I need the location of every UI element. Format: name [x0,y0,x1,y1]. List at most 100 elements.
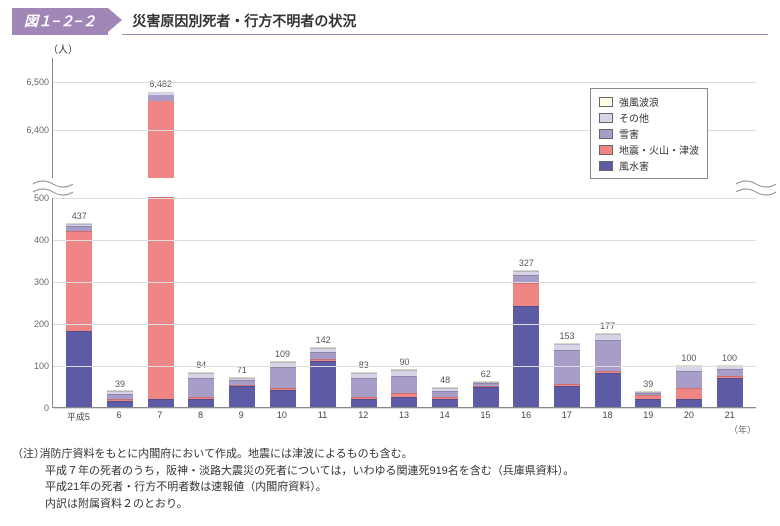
bar-segment [66,231,92,332]
bar [595,333,621,407]
bar-segment [676,388,702,399]
bar-value-label: 100 [669,353,710,363]
bar-slot: 327 [506,198,547,407]
chart-wrapper: 6,482 6,4006,500 43739847110914283904862… [12,58,768,408]
legend-row: 風水害 [599,158,699,173]
bar-slot: 71 [222,198,263,407]
bar-slot-upper [425,58,466,178]
bar-segment [310,361,336,407]
bar-slot-upper [465,58,506,178]
x-tick-label: 19 [628,408,669,423]
x-tick-label: 14 [424,408,465,423]
bar [188,372,214,407]
x-axis-labels: 平成56789101112131415161718192021 [52,408,756,423]
bar-value-label: 153 [547,331,588,341]
bar-value-label: 84 [181,360,222,370]
bar-segment [188,378,214,397]
bar-segment [676,399,702,407]
bar-segment [473,387,499,407]
bar-slot-upper [506,58,547,178]
x-tick-label: 10 [262,408,303,423]
bar-slot-upper [262,58,303,178]
bar-segment [554,344,580,351]
y-tick: 6,400 [13,125,49,135]
bar [148,197,174,407]
bar [717,365,743,407]
bar-segment [554,386,580,407]
bar [432,387,458,407]
x-tick-label: 13 [384,408,425,423]
x-tick-label: 17 [546,408,587,423]
bar [554,343,580,407]
y-tick: 200 [13,319,49,329]
bar-value-label: 48 [425,375,466,385]
note-line: 平成21年の死者・行方不明者数は速報値（内閣府資料）。 [12,479,768,496]
bar-slot-upper [100,58,141,178]
bar-slot: 90 [384,198,425,407]
notes-label: （注） [12,446,40,463]
bar-segment [148,197,174,399]
bar-segment [717,378,743,407]
x-axis-unit: （年） [12,423,756,436]
bar [351,372,377,407]
bar-value-label: 62 [465,369,506,379]
bar [513,270,539,407]
bar-slot: 39 [628,198,669,407]
bar-segment [676,371,702,388]
bar-segment [513,306,539,407]
legend-label: その他 [619,110,649,125]
figure-title-text: 災害原因別死者・行方不明者の状況 [122,8,768,35]
bar-slot-upper: 6,482 [140,58,181,178]
bar [473,381,499,407]
bar [270,361,296,407]
x-tick-label: 7 [139,408,180,423]
bar-slot-upper [343,58,384,178]
y-tick: 6,500 [13,77,49,87]
bar-slot-upper [222,58,263,178]
x-tick-label: 8 [180,408,221,423]
bar [676,365,702,407]
bar-slot-upper [303,58,344,178]
bar-segment [148,101,174,178]
figure-title-arrow [108,8,122,32]
x-tick-label: 20 [669,408,710,423]
x-tick-label: 平成5 [58,408,99,423]
bar-value-label: 39 [628,379,669,389]
bar-segment [107,401,133,407]
legend-label: 地震・火山・津波 [619,142,699,157]
legend-label: 風水害 [619,158,649,173]
legend-row: 地震・火山・津波 [599,142,699,157]
bar [66,223,92,407]
y-axis-label: （人） [48,41,768,56]
legend-label: 強風波浪 [619,94,659,109]
bar-slot: 153 [547,198,588,407]
bar-slot-upper [547,58,588,178]
bar-slot: 84 [181,198,222,407]
bar-slot: 83 [343,198,384,407]
bar-slot: 39 [100,198,141,407]
bar [107,390,133,407]
legend-row: 雪害 [599,126,699,141]
x-tick-label: 15 [465,408,506,423]
figure-number: 図１−２−２ [12,8,108,35]
notes-block: （注）消防庁資料をもとに内閣府において作成。地震には津波によるものも含む。平成７… [12,446,768,512]
bar [310,347,336,407]
x-tick-label: 9 [221,408,262,423]
bar-segment [188,399,214,407]
bar-slot: 142 [303,198,344,407]
bar-value-label: 327 [506,258,547,268]
bar [391,369,417,407]
bar-value-label: 109 [262,349,303,359]
bar-segment [595,373,621,407]
bar-slot-upper [59,58,100,178]
bar-value-label: 100 [709,353,750,363]
bar-value-label: 437 [59,211,100,221]
legend-swatch [599,161,613,171]
x-tick-label: 12 [343,408,384,423]
bar-segment [270,390,296,407]
note-line: 内訳は附属資料２のとおり。 [12,496,768,513]
bar-segment [513,283,539,306]
legend-swatch [599,97,613,107]
bar-slot [140,198,181,407]
chart-lower-panel: 4373984711091428390486232715317739100100… [53,198,756,407]
